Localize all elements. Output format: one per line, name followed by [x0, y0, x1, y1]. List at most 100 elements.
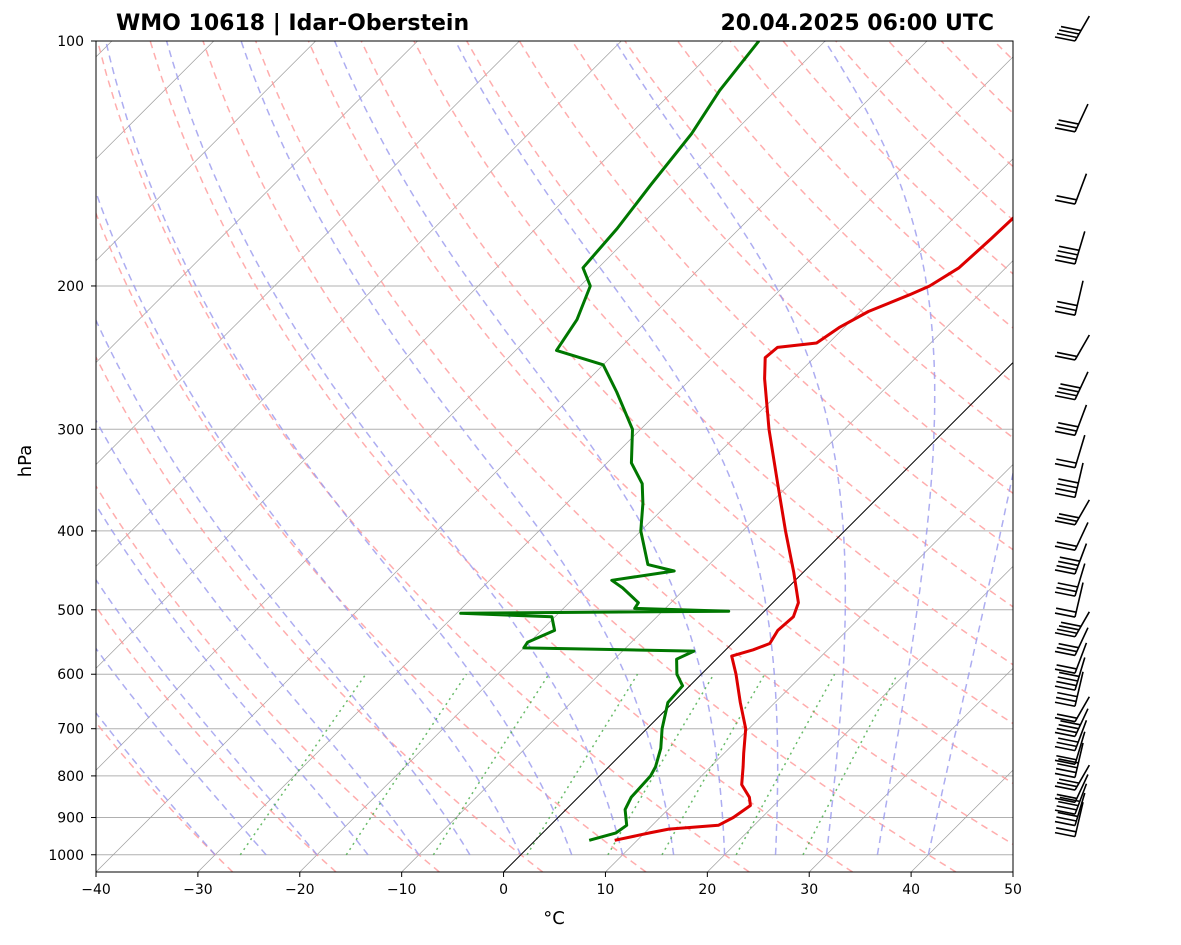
- dry-adiabat: [729, 41, 1013, 329]
- mixing-ratio-line: [526, 673, 639, 856]
- y-tick-label: 900: [57, 811, 84, 827]
- dry-adiabat: [96, 605, 337, 872]
- isotherm-line: [0, 41, 10, 872]
- wind-barb: [1054, 792, 1086, 827]
- wind-barb: [1054, 627, 1089, 657]
- wind-barb: [1054, 173, 1088, 205]
- y-tick-label: 1000: [48, 848, 84, 864]
- y-axis-label: hPa: [15, 445, 36, 477]
- dry-adiabat: [782, 41, 1013, 275]
- x-tick-label: 10: [597, 882, 615, 898]
- y-tick-label: 600: [57, 667, 84, 683]
- isotherm-line: [808, 667, 1013, 872]
- dry-adiabat: [360, 41, 1013, 725]
- moist-adiabat: [96, 190, 522, 856]
- isotherm-line: [96, 41, 418, 364]
- moist-adiabat: [927, 469, 1013, 855]
- isotherm-line: [707, 565, 1013, 872]
- y-tick-label: 800: [57, 769, 84, 785]
- x-tick-label: −40: [81, 882, 111, 898]
- dry-adiabat: [571, 41, 1013, 495]
- dry-adiabat: [255, 41, 1013, 846]
- wind-barb: [1054, 404, 1088, 437]
- x-tick-label: −10: [387, 882, 417, 898]
- x-tick-label: 30: [800, 882, 818, 898]
- wind-barb: [1054, 611, 1091, 638]
- wind-barb: [1054, 371, 1089, 401]
- mixing-ratio-line: [607, 673, 715, 856]
- dry-adiabat: [96, 41, 750, 872]
- wind-barb: [1054, 742, 1084, 779]
- moist-adiabat: [614, 41, 847, 855]
- moist-adiabat: [96, 647, 267, 856]
- wind-barb: [1054, 696, 1091, 723]
- moist-adiabat: [96, 578, 318, 856]
- dry-adiabat: [676, 41, 1013, 384]
- dry-adiabat: [202, 41, 957, 872]
- wind-barb: [1054, 15, 1091, 42]
- wind-barb: [1054, 231, 1086, 265]
- mixing-ratio-line: [239, 673, 367, 856]
- isotherm-line: [96, 41, 826, 771]
- dry-adiabat: [1047, 41, 1181, 872]
- x-tick-label: 50: [1004, 882, 1022, 898]
- wind-barb: [1054, 657, 1086, 691]
- mixing-ratio-line: [345, 673, 468, 856]
- wind-barb: [1054, 774, 1089, 804]
- wind-barb: [1054, 671, 1084, 708]
- wind-barb: [1054, 280, 1084, 316]
- x-axis-label: °C: [543, 908, 565, 929]
- x-tick-label: 40: [902, 882, 920, 898]
- moist-adiabat: [96, 318, 471, 856]
- y-tick-label: 200: [57, 279, 84, 295]
- temperature-profile: [614, 216, 1013, 842]
- wind-barb: [1054, 582, 1084, 618]
- wind-barb: [1054, 434, 1086, 469]
- dry-adiabat: [149, 41, 854, 872]
- moist-adiabat: [105, 41, 573, 856]
- isotherm-line: [401, 260, 1013, 872]
- y-tick-label: 400: [57, 524, 84, 540]
- wind-barb: [1054, 642, 1088, 674]
- x-tick-label: 0: [499, 882, 508, 898]
- dry-adiabat: [624, 41, 1013, 439]
- x-tick-label: −30: [183, 882, 213, 898]
- wind-barb: [1054, 522, 1089, 551]
- wind-barb: [1054, 499, 1091, 526]
- wind-barb: [1054, 708, 1089, 738]
- y-tick-label: 700: [57, 722, 84, 738]
- wind-barb: [1054, 783, 1088, 815]
- y-tick-label: 100: [57, 34, 84, 50]
- wind-barb: [1054, 103, 1089, 133]
- chart-title-right: 20.04.2025 06:00 UTC: [720, 11, 994, 36]
- wind-barb: [1054, 462, 1084, 499]
- x-tick-label: 20: [698, 882, 716, 898]
- moist-adiabat: [454, 41, 779, 855]
- isotherm-line: [1012, 871, 1013, 872]
- zero-isotherm: [503, 361, 1013, 872]
- dry-adiabat: [993, 41, 1013, 61]
- moist-adiabat: [96, 711, 216, 856]
- isotherm-line: [96, 41, 520, 465]
- dry-adiabat: [96, 355, 544, 872]
- y-tick-label: 300: [57, 422, 84, 438]
- isotherm-line: [299, 158, 1013, 872]
- mixing-ratio-line: [661, 673, 766, 856]
- isotherm-line: [1115, 41, 1181, 872]
- wind-barb: [1054, 543, 1088, 575]
- dry-adiabat: [518, 41, 1013, 551]
- isotherm-line: [96, 41, 316, 262]
- moist-adiabat: [333, 41, 726, 855]
- dry-adiabat: [835, 41, 1013, 221]
- wind-barb: [1054, 563, 1086, 597]
- moist-adiabat: [824, 41, 936, 855]
- isotherm-line: [197, 56, 1013, 872]
- wind-barb: [1054, 764, 1091, 791]
- dry-adiabat: [466, 41, 1013, 608]
- isotherm-line: [96, 41, 622, 567]
- moist-adiabat: [96, 503, 369, 856]
- chart-title-left: WMO 10618 | Idar-Oberstein: [116, 11, 469, 36]
- isotherm-line: [96, 41, 928, 872]
